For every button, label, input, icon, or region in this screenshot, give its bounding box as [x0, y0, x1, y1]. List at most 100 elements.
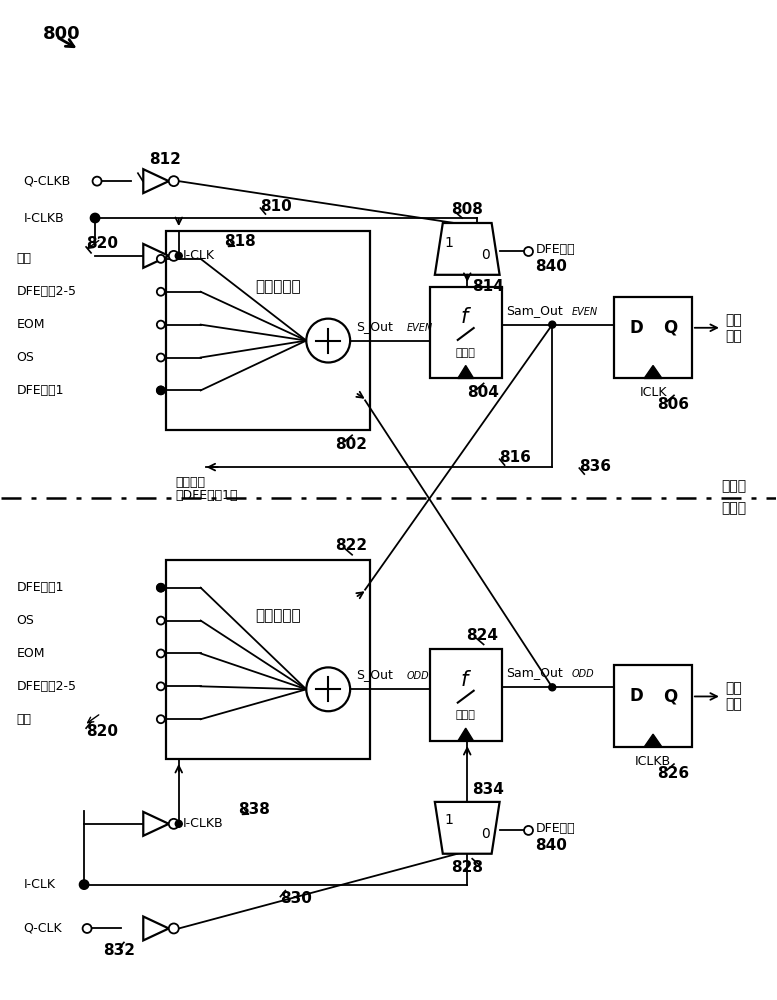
Circle shape — [524, 826, 533, 835]
Text: EVEN: EVEN — [407, 323, 433, 333]
Bar — [614, 665, 692, 747]
Text: 奇数: 奇数 — [725, 681, 741, 695]
Circle shape — [549, 321, 556, 328]
Bar — [166, 560, 370, 759]
Bar — [430, 649, 502, 741]
Text: DFE抽头1: DFE抽头1 — [16, 581, 64, 594]
Text: 840: 840 — [535, 838, 567, 853]
Polygon shape — [458, 365, 474, 378]
Text: DFE模式: DFE模式 — [535, 822, 575, 835]
Text: 偶数级: 偶数级 — [721, 501, 747, 515]
Polygon shape — [644, 734, 662, 747]
Circle shape — [91, 214, 99, 222]
Text: I-CLKB: I-CLKB — [23, 212, 64, 225]
Text: ODD: ODD — [571, 669, 594, 679]
Text: 802: 802 — [335, 437, 367, 452]
Text: Sam_Out: Sam_Out — [506, 304, 563, 317]
Text: S_Out: S_Out — [357, 320, 393, 333]
Text: 0: 0 — [481, 248, 490, 262]
Text: 814: 814 — [472, 279, 504, 294]
Text: $f$: $f$ — [460, 307, 472, 327]
Polygon shape — [143, 812, 169, 836]
Text: Q-CLKB: Q-CLKB — [23, 175, 71, 188]
Text: 数据: 数据 — [16, 252, 31, 265]
Circle shape — [157, 386, 165, 394]
Circle shape — [176, 820, 183, 827]
Text: 限幅器: 限幅器 — [456, 348, 476, 358]
Text: DFE抽头2-5: DFE抽头2-5 — [16, 285, 76, 298]
Text: 838: 838 — [239, 802, 270, 817]
Text: 812: 812 — [149, 152, 181, 167]
Text: DFE抽头1: DFE抽头1 — [16, 384, 64, 397]
Text: 806: 806 — [657, 397, 689, 412]
Text: ICLKB: ICLKB — [635, 755, 671, 768]
Text: DFE模式: DFE模式 — [535, 243, 575, 256]
Circle shape — [157, 715, 165, 723]
Text: 840: 840 — [535, 259, 567, 274]
Circle shape — [79, 880, 89, 889]
Text: EOM: EOM — [16, 647, 45, 660]
Circle shape — [306, 667, 350, 711]
Polygon shape — [143, 917, 169, 940]
Text: ICLK: ICLK — [639, 386, 667, 399]
Text: 834: 834 — [472, 782, 504, 797]
Text: 818: 818 — [225, 234, 256, 249]
Text: 808: 808 — [451, 202, 483, 217]
Text: OS: OS — [16, 351, 34, 364]
Text: I-CLK: I-CLK — [183, 249, 214, 262]
Text: 数据: 数据 — [725, 329, 741, 343]
Text: 关键时序: 关键时序 — [176, 476, 206, 489]
Circle shape — [306, 319, 350, 362]
Text: EVEN: EVEN — [571, 307, 598, 317]
Circle shape — [157, 682, 165, 690]
Circle shape — [549, 684, 556, 691]
Text: I-CLK: I-CLK — [23, 878, 55, 891]
Text: 奇数级: 奇数级 — [721, 479, 747, 493]
Text: 数据: 数据 — [725, 697, 741, 711]
Text: 820: 820 — [86, 236, 118, 251]
Polygon shape — [143, 244, 169, 268]
Circle shape — [157, 354, 165, 361]
Text: 电流求和器: 电流求和器 — [256, 608, 301, 623]
Polygon shape — [644, 365, 662, 378]
Text: 826: 826 — [657, 766, 689, 781]
Bar — [614, 297, 692, 378]
Bar — [430, 287, 502, 378]
Text: OS: OS — [16, 614, 34, 627]
Text: I-CLKB: I-CLKB — [183, 817, 223, 830]
Circle shape — [157, 584, 165, 592]
Circle shape — [92, 177, 102, 186]
Text: 电流求和器: 电流求和器 — [256, 279, 301, 294]
Text: （DFE抽头1）: （DFE抽头1） — [176, 489, 239, 502]
Text: Sam_Out: Sam_Out — [506, 666, 563, 679]
Circle shape — [169, 176, 179, 186]
Text: 832: 832 — [103, 943, 135, 958]
Text: 828: 828 — [451, 860, 483, 875]
Text: 836: 836 — [580, 459, 611, 474]
Text: 810: 810 — [260, 199, 292, 214]
Circle shape — [157, 649, 165, 657]
Circle shape — [157, 584, 165, 592]
Circle shape — [80, 881, 88, 889]
Circle shape — [176, 252, 183, 259]
Text: 限幅器: 限幅器 — [456, 710, 476, 720]
Text: ODD: ODD — [407, 671, 430, 681]
Circle shape — [169, 819, 179, 829]
Polygon shape — [143, 169, 169, 193]
Text: $f$: $f$ — [460, 670, 472, 690]
Circle shape — [91, 214, 99, 222]
Text: S_Out: S_Out — [357, 668, 393, 681]
Text: 822: 822 — [335, 538, 367, 553]
Text: Q-CLK: Q-CLK — [23, 922, 62, 935]
Text: D: D — [629, 319, 643, 337]
Text: 820: 820 — [86, 724, 118, 739]
Text: Q: Q — [663, 319, 678, 337]
Text: 0: 0 — [481, 827, 490, 841]
Text: 数据: 数据 — [16, 713, 31, 726]
Circle shape — [524, 247, 533, 256]
Circle shape — [157, 255, 165, 263]
Text: 830: 830 — [280, 891, 312, 906]
Text: 804: 804 — [467, 385, 499, 400]
Text: DFE抽头2-5: DFE抽头2-5 — [16, 680, 76, 693]
Circle shape — [82, 924, 92, 933]
